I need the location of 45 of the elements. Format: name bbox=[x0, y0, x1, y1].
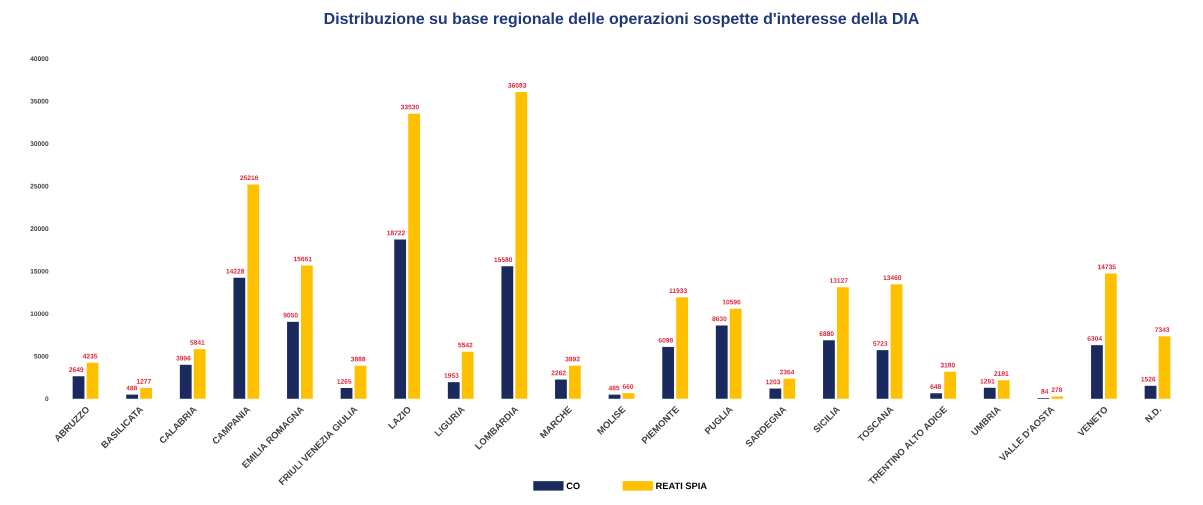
bar bbox=[126, 394, 139, 399]
bar bbox=[568, 365, 581, 399]
bar bbox=[769, 388, 782, 399]
bar bbox=[876, 349, 889, 399]
bar bbox=[461, 351, 474, 399]
bar bbox=[354, 365, 367, 399]
legend-label: REATI SPIA bbox=[656, 482, 707, 489]
bar bbox=[233, 277, 246, 399]
bar bbox=[340, 387, 353, 399]
bar bbox=[997, 380, 1010, 399]
bar bbox=[983, 387, 996, 399]
bar bbox=[447, 381, 460, 399]
bar bbox=[783, 378, 796, 399]
bar bbox=[86, 362, 99, 399]
bar bbox=[715, 325, 728, 399]
bar bbox=[1158, 336, 1171, 399]
bar bbox=[836, 286, 849, 399]
bar bbox=[1051, 396, 1064, 399]
bar bbox=[555, 379, 567, 399]
bar bbox=[300, 265, 313, 399]
bar bbox=[622, 392, 635, 399]
bar bbox=[1104, 273, 1117, 399]
bar bbox=[394, 239, 407, 399]
bar bbox=[501, 266, 514, 399]
bar bbox=[287, 321, 299, 399]
bar bbox=[930, 393, 943, 399]
bar bbox=[662, 346, 675, 399]
chart-title: Distribuzione su base regionale delle operazioni sospette d'interesse della DIA bbox=[324, 12, 919, 28]
legend-label: CO bbox=[566, 482, 580, 489]
bar bbox=[1144, 385, 1157, 399]
bar bbox=[408, 113, 420, 399]
bar bbox=[944, 371, 956, 399]
bar bbox=[193, 348, 206, 399]
x-tick-label: N.D. bbox=[1144, 408, 1162, 423]
bar bbox=[823, 340, 835, 399]
bar bbox=[1091, 344, 1103, 399]
bar bbox=[179, 364, 192, 399]
bar bbox=[676, 297, 688, 399]
bar bbox=[515, 91, 528, 399]
bar bbox=[140, 387, 152, 399]
bar bbox=[729, 308, 742, 399]
bar bbox=[890, 284, 903, 399]
bar bbox=[247, 184, 260, 399]
bar bbox=[72, 376, 85, 399]
bar bbox=[608, 394, 621, 399]
